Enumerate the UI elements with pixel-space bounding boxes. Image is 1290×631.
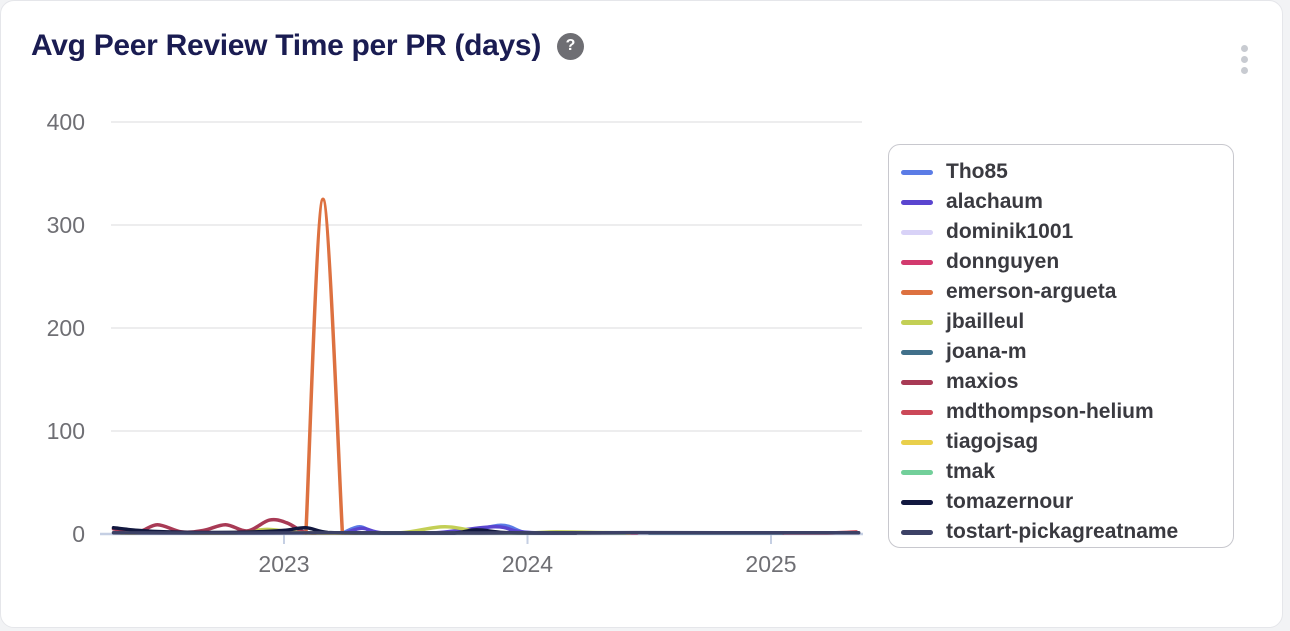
svg-text:100: 100	[47, 418, 85, 444]
legend-item-jbailleul[interactable]: jbailleul	[901, 307, 1233, 337]
legend-item-tmak[interactable]: tmak	[901, 457, 1233, 487]
legend-item-tostart-pickagreatname[interactable]: tostart-pickagreatname	[901, 517, 1233, 547]
series-line-emerson-argueta	[306, 199, 343, 533]
legend-item-Tho85[interactable]: Tho85	[901, 157, 1233, 187]
legend-item-joana-m[interactable]: joana-m	[901, 337, 1233, 367]
legend-swatch-icon	[901, 230, 933, 235]
legend-label: emerson-argueta	[946, 280, 1116, 304]
legend-swatch-icon	[901, 260, 933, 265]
svg-text:2024: 2024	[502, 551, 553, 577]
legend-item-maxios[interactable]: maxios	[901, 367, 1233, 397]
legend-label: joana-m	[946, 340, 1027, 364]
legend-item-mdthompson-helium[interactable]: mdthompson-helium	[901, 397, 1233, 427]
legend-label: mdthompson-helium	[946, 400, 1154, 424]
chart-legend: Tho85 alachaum dominik1001 donnguyen eme…	[888, 144, 1234, 548]
legend-item-donnguyen[interactable]: donnguyen	[901, 247, 1233, 277]
legend-label: jbailleul	[946, 310, 1024, 334]
legend-label: Tho85	[946, 160, 1008, 184]
legend-swatch-icon	[901, 290, 933, 295]
svg-text:0: 0	[72, 521, 85, 547]
legend-label: tiagojsag	[946, 430, 1038, 454]
legend-swatch-icon	[901, 170, 933, 175]
legend-swatch-icon	[901, 500, 933, 505]
legend-swatch-icon	[901, 440, 933, 445]
legend-swatch-icon	[901, 320, 933, 325]
legend-label: donnguyen	[946, 250, 1059, 274]
legend-label: maxios	[946, 370, 1018, 394]
legend-swatch-icon	[901, 410, 933, 415]
svg-text:400: 400	[47, 109, 85, 135]
svg-text:300: 300	[47, 212, 85, 238]
legend-swatch-icon	[901, 350, 933, 355]
legend-item-emerson-argueta[interactable]: emerson-argueta	[901, 277, 1233, 307]
legend-label: tomazernour	[946, 490, 1073, 514]
svg-text:2023: 2023	[258, 551, 309, 577]
legend-item-tomazernour[interactable]: tomazernour	[901, 487, 1233, 517]
legend-label: alachaum	[946, 190, 1043, 214]
legend-label: tmak	[946, 460, 995, 484]
legend-swatch-icon	[901, 380, 933, 385]
legend-item-alachaum[interactable]: alachaum	[901, 187, 1233, 217]
legend-item-tiagojsag[interactable]: tiagojsag	[901, 427, 1233, 457]
legend-swatch-icon	[901, 530, 933, 535]
legend-label: tostart-pickagreatname	[946, 520, 1178, 544]
legend-label: dominik1001	[946, 220, 1073, 244]
legend-swatch-icon	[901, 470, 933, 475]
svg-text:200: 200	[47, 315, 85, 341]
legend-item-dominik1001[interactable]: dominik1001	[901, 217, 1233, 247]
legend-swatch-icon	[901, 200, 933, 205]
svg-text:2025: 2025	[745, 551, 796, 577]
